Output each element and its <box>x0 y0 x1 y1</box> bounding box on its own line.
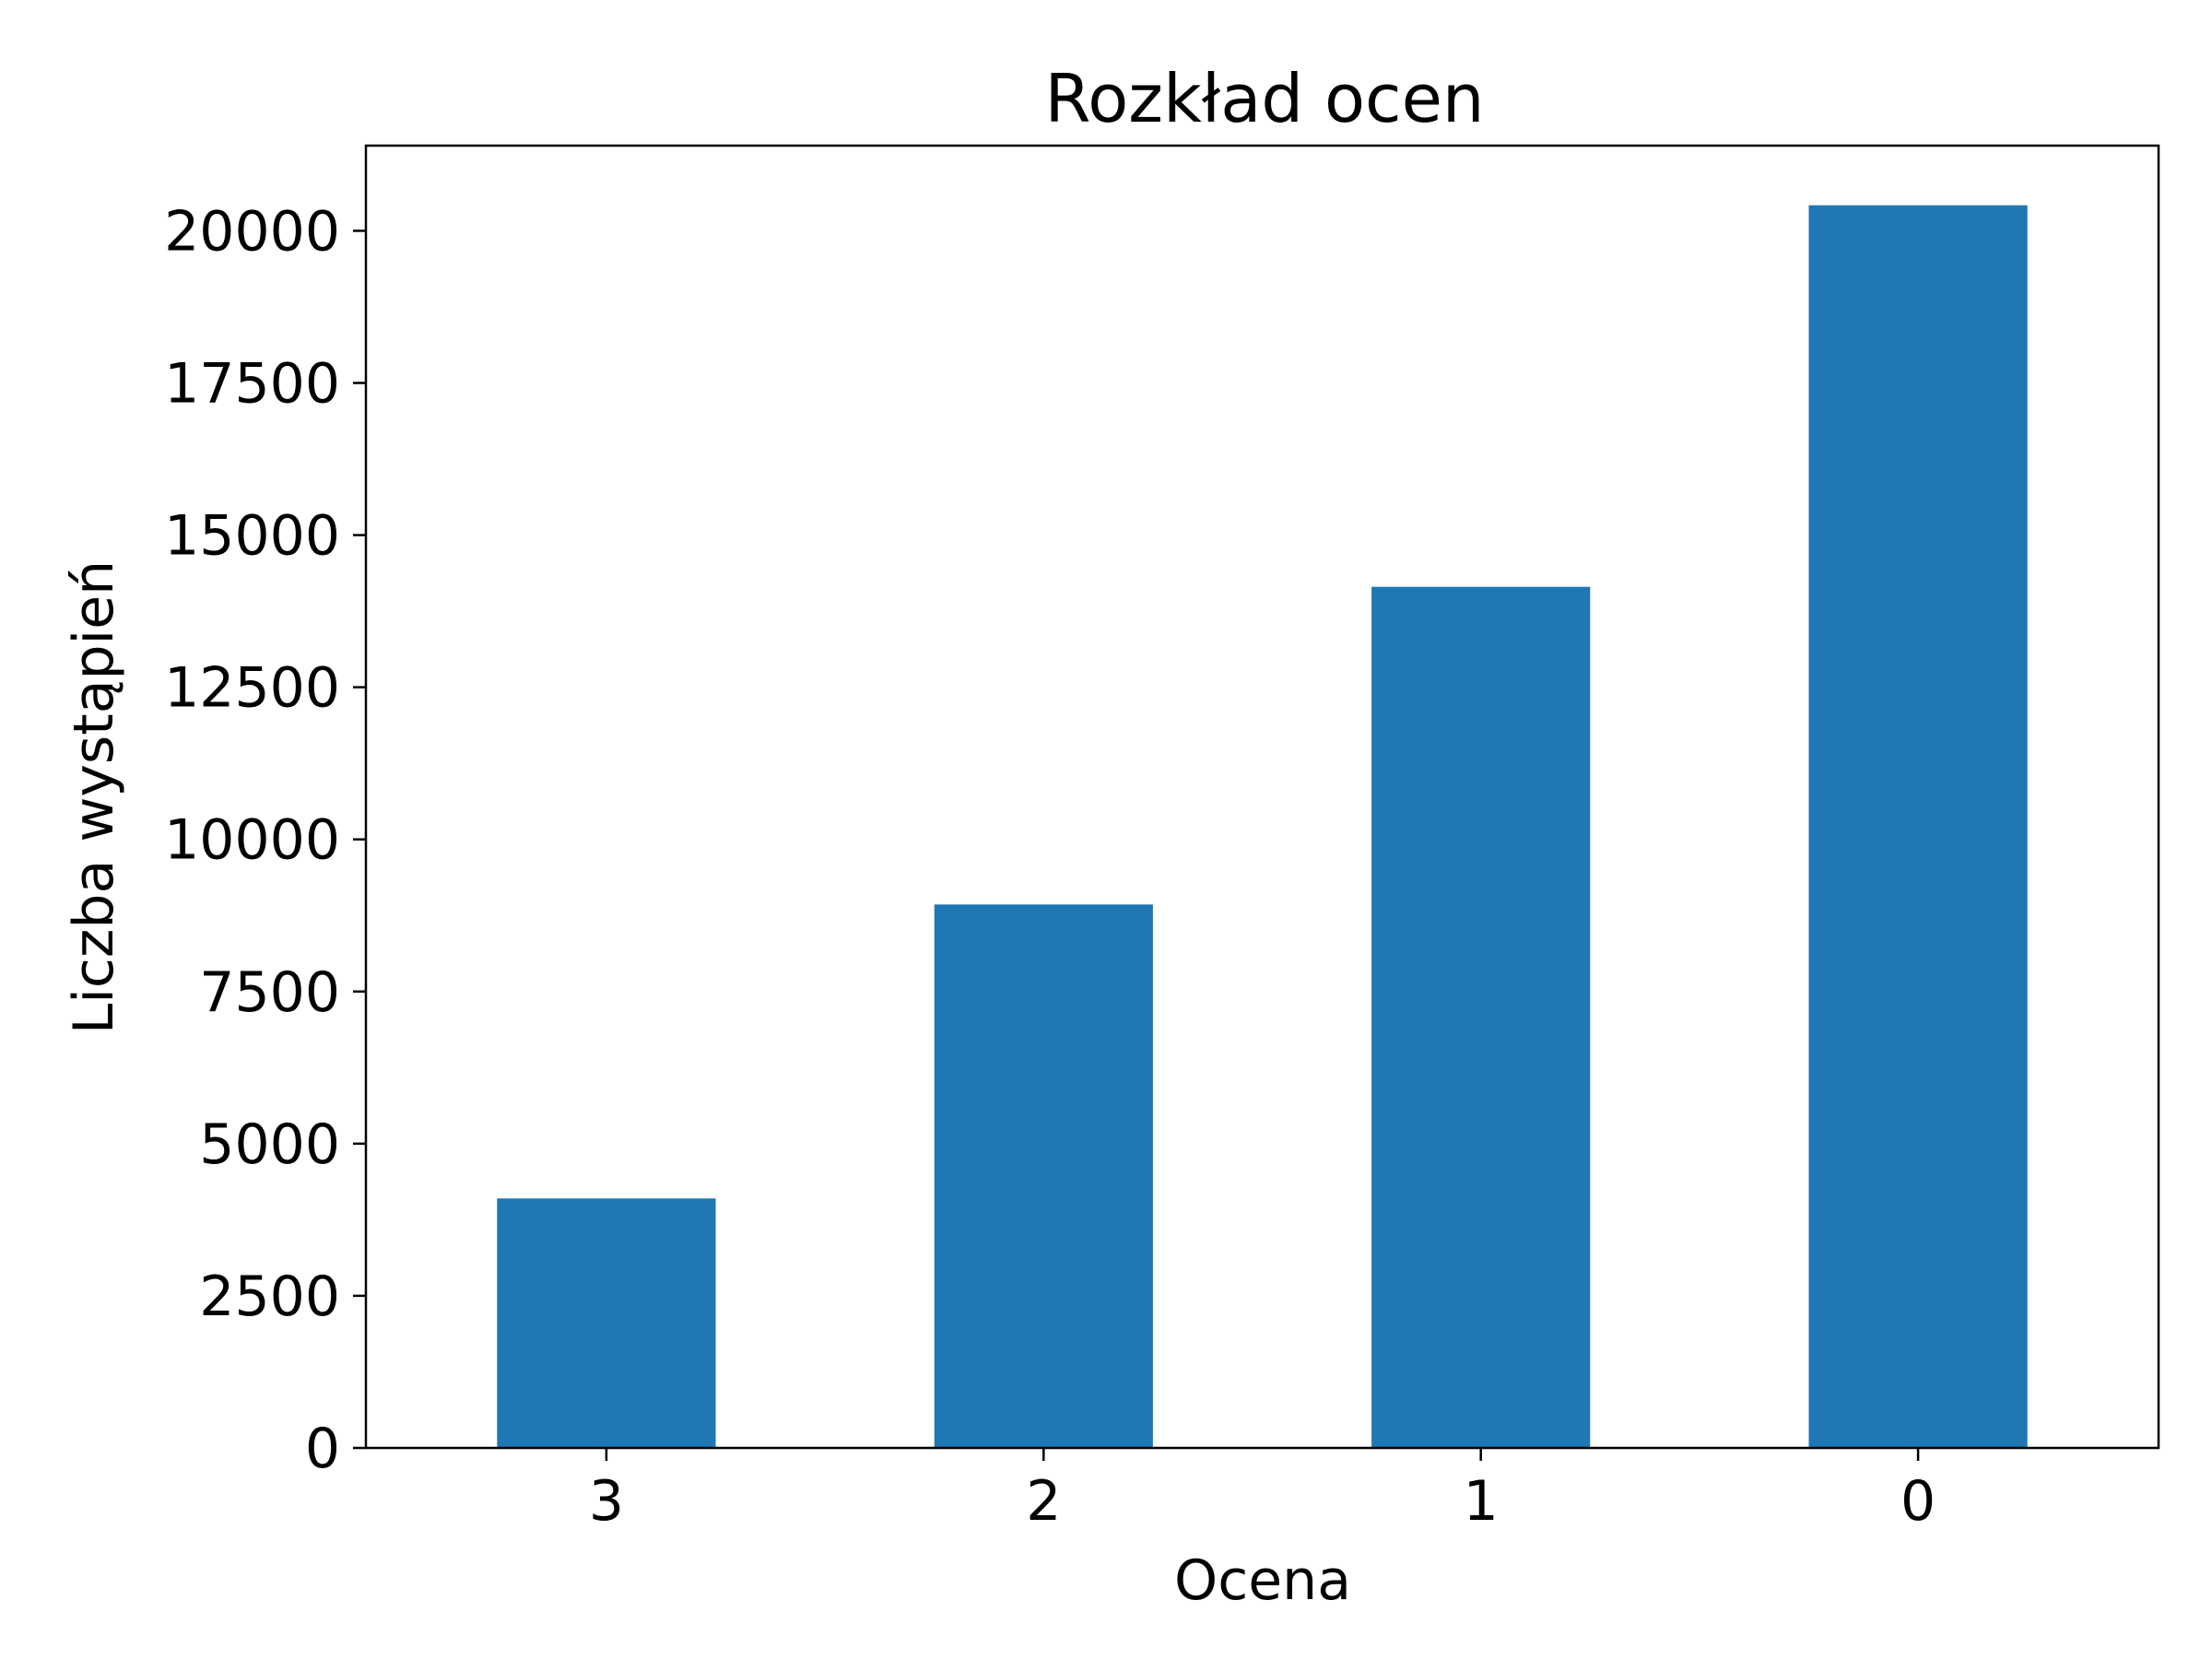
x-axis-ticks: 3 2 1 0 <box>589 1448 1936 1534</box>
chart-title: Rozkład ocen <box>1044 60 1484 137</box>
y-axis-ticks: 0 2500 5000 7500 10000 12500 15000 17500 20000 <box>164 199 366 1481</box>
bar-3 <box>497 1198 716 1448</box>
y-tick-label: 2500 <box>199 1265 340 1329</box>
plot-frame <box>364 144 2160 1450</box>
x-axis-label: Ocena <box>1174 1548 1351 1613</box>
bars-group <box>497 205 2028 1449</box>
y-tick-label: 10000 <box>164 808 340 873</box>
bar-0 <box>1808 205 2028 1449</box>
bar-2 <box>934 904 1153 1448</box>
y-tick-label: 7500 <box>199 960 340 1025</box>
x-tick-label: 2 <box>1026 1469 1061 1534</box>
y-tick-label: 0 <box>305 1417 340 1481</box>
y-tick-label: 20000 <box>164 199 340 264</box>
x-tick-label: 0 <box>1900 1469 1936 1534</box>
y-tick-label: 15000 <box>164 504 340 569</box>
x-tick-label: 1 <box>1464 1469 1499 1534</box>
y-tick-label: 17500 <box>164 352 340 417</box>
bar-1 <box>1371 586 1591 1448</box>
y-tick-label: 12500 <box>164 656 340 721</box>
y-tick-label: 5000 <box>199 1112 340 1177</box>
y-axis-label: Liczba wystąpień <box>62 560 126 1034</box>
x-tick-label: 3 <box>589 1469 624 1534</box>
